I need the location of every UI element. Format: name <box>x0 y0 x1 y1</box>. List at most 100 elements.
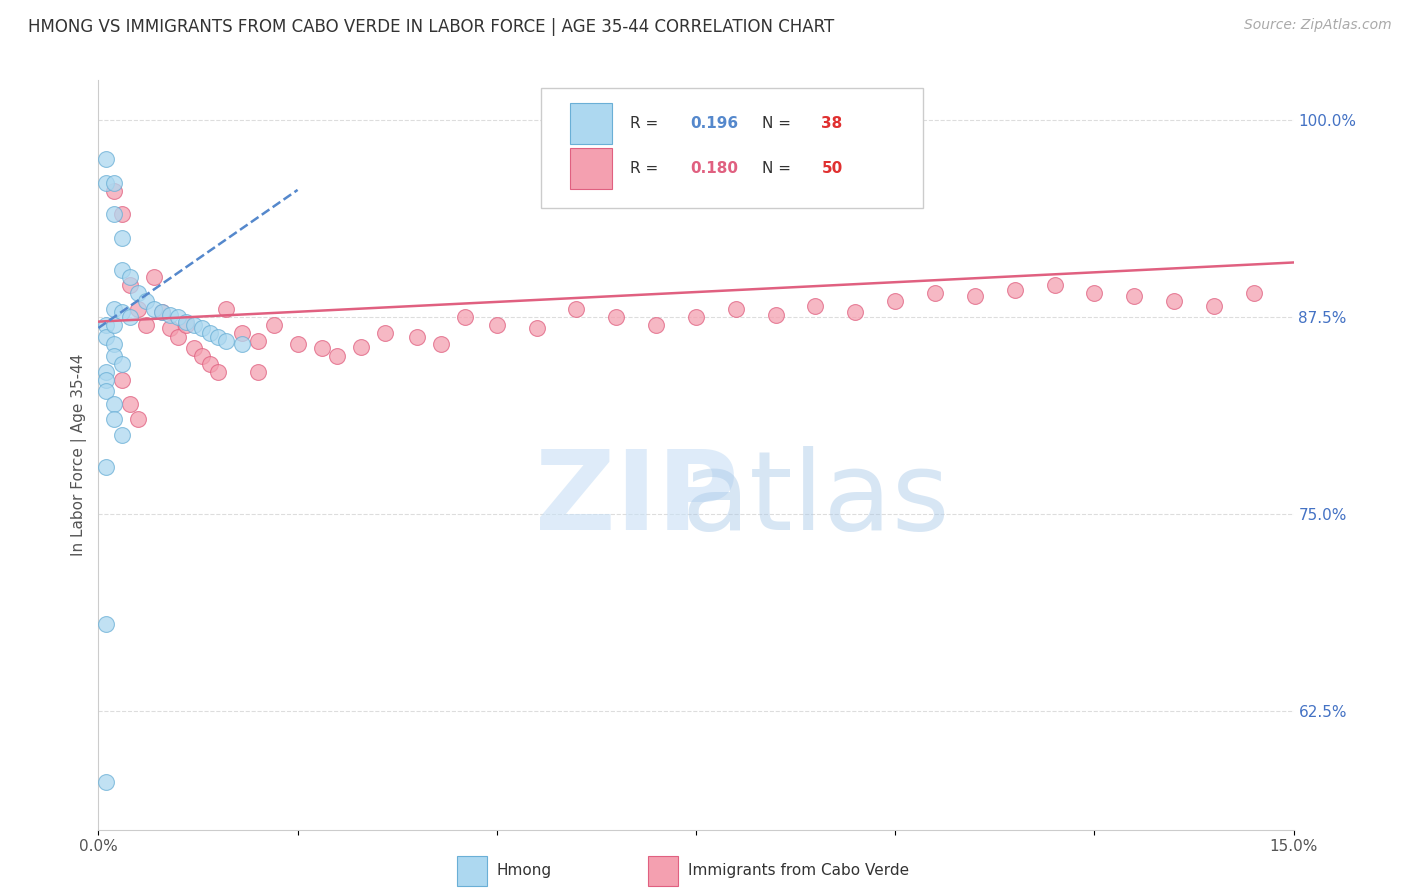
Point <box>96 330 118 344</box>
Point <box>103 349 125 363</box>
Point <box>430 336 453 351</box>
Point <box>127 412 149 426</box>
Point <box>103 397 125 411</box>
Point <box>183 318 205 332</box>
FancyBboxPatch shape <box>457 855 486 886</box>
Point <box>311 342 333 356</box>
Point <box>1123 289 1146 303</box>
FancyBboxPatch shape <box>571 148 613 189</box>
Text: 0.180: 0.180 <box>690 161 738 177</box>
Text: R =: R = <box>630 161 664 177</box>
Point <box>111 373 134 387</box>
Point <box>191 349 214 363</box>
Text: N =: N = <box>762 161 796 177</box>
Text: Hmong: Hmong <box>496 863 551 879</box>
Point <box>350 340 373 354</box>
Point <box>96 775 118 789</box>
Point <box>111 357 134 371</box>
Point <box>103 336 125 351</box>
Text: HMONG VS IMMIGRANTS FROM CABO VERDE IN LABOR FORCE | AGE 35-44 CORRELATION CHART: HMONG VS IMMIGRANTS FROM CABO VERDE IN L… <box>28 18 834 36</box>
Point <box>150 305 173 319</box>
Point <box>198 326 221 340</box>
Point <box>231 336 253 351</box>
Point <box>526 321 548 335</box>
Text: 38: 38 <box>821 116 842 131</box>
Point <box>159 321 181 335</box>
FancyBboxPatch shape <box>571 103 613 144</box>
Point <box>143 301 166 316</box>
Point <box>127 301 149 316</box>
Point <box>924 286 946 301</box>
Point <box>111 231 134 245</box>
Point <box>263 318 285 332</box>
Point <box>198 357 221 371</box>
Point <box>374 326 396 340</box>
Point <box>96 152 118 166</box>
Point <box>765 308 787 322</box>
Point <box>1004 283 1026 297</box>
Point <box>246 334 269 348</box>
Point <box>103 207 125 221</box>
Point <box>1043 278 1066 293</box>
Point <box>120 397 142 411</box>
Point <box>804 299 827 313</box>
Point <box>287 336 309 351</box>
Point <box>103 301 125 316</box>
Point <box>724 301 747 316</box>
Point <box>159 308 181 322</box>
Text: R =: R = <box>630 116 664 131</box>
Point <box>96 365 118 379</box>
Point <box>215 334 238 348</box>
Point <box>135 318 157 332</box>
Text: Source: ZipAtlas.com: Source: ZipAtlas.com <box>1244 18 1392 32</box>
Point <box>963 289 986 303</box>
Point <box>406 330 429 344</box>
Point <box>246 365 269 379</box>
Point <box>127 286 149 301</box>
Point <box>111 262 134 277</box>
Point <box>485 318 508 332</box>
Point <box>174 318 197 332</box>
Point <box>111 428 134 442</box>
Text: atlas: atlas <box>682 446 949 553</box>
Point <box>207 365 229 379</box>
Point <box>120 310 142 324</box>
Point <box>96 459 118 474</box>
Point <box>167 330 190 344</box>
Point <box>103 412 125 426</box>
Point <box>120 278 142 293</box>
Point <box>605 310 627 324</box>
Point <box>103 184 125 198</box>
Point <box>96 318 118 332</box>
Point <box>167 310 190 324</box>
Y-axis label: In Labor Force | Age 35-44: In Labor Force | Age 35-44 <box>72 354 87 556</box>
Point <box>174 315 197 329</box>
Point <box>143 270 166 285</box>
Point <box>1083 286 1105 301</box>
Text: N =: N = <box>762 116 796 131</box>
Point <box>1243 286 1265 301</box>
Point <box>135 294 157 309</box>
Text: 50: 50 <box>821 161 842 177</box>
Point <box>96 373 118 387</box>
Text: 0.196: 0.196 <box>690 116 738 131</box>
Point <box>844 305 866 319</box>
Point <box>454 310 477 324</box>
Point <box>183 342 205 356</box>
Point <box>120 270 142 285</box>
Point <box>103 318 125 332</box>
Point <box>1202 299 1225 313</box>
Point <box>111 207 134 221</box>
Point <box>565 301 588 316</box>
Point <box>150 305 173 319</box>
Point <box>96 384 118 398</box>
Point <box>207 330 229 344</box>
Point <box>111 305 134 319</box>
FancyBboxPatch shape <box>648 855 678 886</box>
Point <box>1163 294 1185 309</box>
Point <box>231 326 253 340</box>
Point <box>103 176 125 190</box>
Point <box>96 617 118 632</box>
Point <box>685 310 707 324</box>
Point <box>645 318 668 332</box>
